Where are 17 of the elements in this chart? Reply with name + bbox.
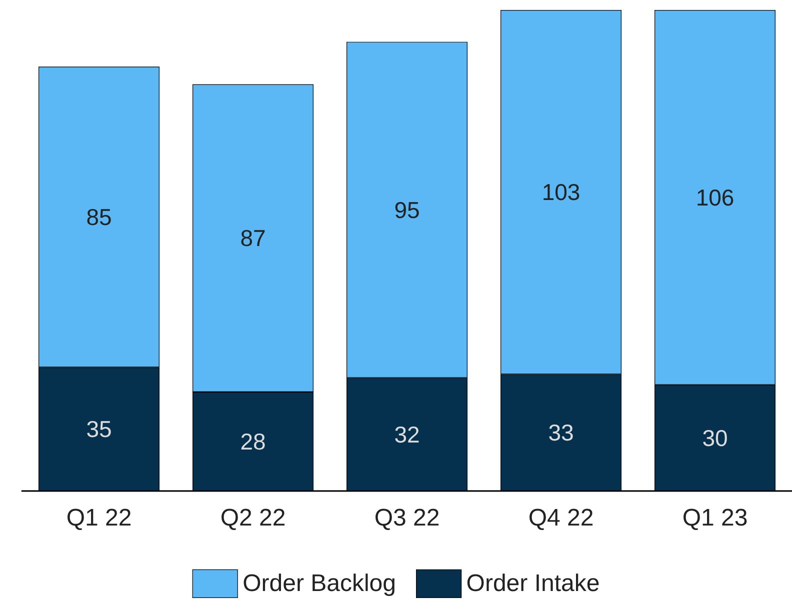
data-label: 30: [702, 424, 728, 451]
x-tick-label: Q1 22: [66, 504, 132, 532]
data-label: 103: [542, 179, 580, 206]
x-tick-label: Q1 23: [682, 504, 748, 532]
data-label: 32: [394, 421, 420, 448]
x-tick-label: Q4 22: [528, 504, 594, 532]
data-label: 85: [86, 204, 112, 230]
x-tick-label: Q2 22: [220, 504, 286, 532]
x-tick-label: Q3 22: [374, 504, 440, 532]
data-label: 28: [240, 428, 266, 454]
data-label: 95: [394, 196, 420, 223]
data-label: 106: [696, 184, 734, 210]
legend-label: Order Intake: [466, 570, 600, 598]
legend-label: Order Backlog: [242, 570, 396, 598]
data-label: 87: [240, 225, 266, 252]
data-label: 35: [86, 416, 112, 442]
data-label: 33: [548, 420, 574, 446]
